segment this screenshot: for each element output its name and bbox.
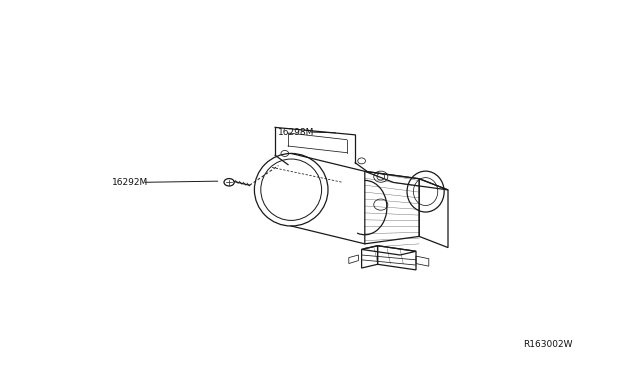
Text: 16292M: 16292M	[112, 178, 148, 187]
Ellipse shape	[224, 179, 234, 186]
Text: 16298M: 16298M	[278, 128, 315, 137]
Text: R163002W: R163002W	[524, 340, 573, 349]
